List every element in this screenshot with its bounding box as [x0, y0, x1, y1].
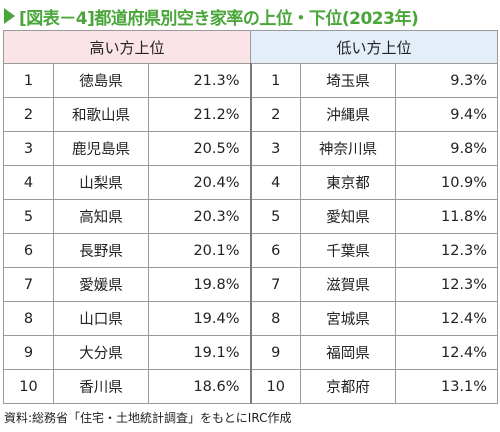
low-rate-cell: 12.3%	[395, 267, 499, 302]
high-rate-cell: 21.2%	[147, 97, 252, 132]
high-prefecture-cell: 和歌山県	[53, 97, 149, 132]
low-rank-header: 低い方上位	[250, 30, 499, 64]
low-rank-cell: 3	[249, 131, 302, 166]
low-prefecture-cell: 滋賀県	[300, 267, 397, 302]
low-prefecture-cell: 宮城県	[300, 301, 397, 336]
high-prefecture-cell: 徳島県	[53, 63, 149, 98]
low-rank-cell: 8	[249, 301, 302, 336]
table-row: 9 大分県 19.1% 9 福岡県 12.4%	[3, 335, 499, 370]
low-prefecture-cell: 福岡県	[300, 335, 397, 370]
low-prefecture-cell: 神奈川県	[300, 131, 397, 166]
high-rank-header: 高い方上位	[2, 30, 252, 64]
high-rate-cell: 18.6%	[147, 369, 252, 404]
low-rate-cell: 9.4%	[395, 97, 499, 132]
table-row: 6 長野県 20.1% 6 千葉県 12.3%	[3, 233, 499, 268]
low-prefecture-cell: 埼玉県	[300, 63, 397, 98]
low-prefecture-cell: 千葉県	[300, 233, 397, 268]
high-rate-cell: 20.5%	[147, 131, 252, 166]
high-prefecture-cell: 山口県	[53, 301, 149, 336]
high-prefecture-cell: 大分県	[53, 335, 149, 370]
high-rank-cell: 6	[3, 233, 54, 268]
low-prefecture-cell: 沖縄県	[300, 97, 397, 132]
low-rate-cell: 9.3%	[395, 63, 499, 98]
low-rate-cell: 13.1%	[395, 369, 499, 404]
low-prefecture-cell: 東京都	[300, 165, 397, 200]
low-rank-cell: 10	[249, 369, 302, 404]
high-rate-cell: 19.8%	[147, 267, 252, 302]
table-row: 1 徳島県 21.3% 1 埼玉県 9.3%	[3, 63, 499, 98]
high-prefecture-cell: 香川県	[53, 369, 149, 404]
high-rate-cell: 21.3%	[147, 63, 252, 98]
high-prefecture-cell: 山梨県	[53, 165, 149, 200]
low-prefecture-cell: 愛知県	[300, 199, 397, 234]
low-rank-cell: 6	[249, 233, 302, 268]
high-rank-cell: 10	[3, 369, 54, 404]
table-row: 5 高知県 20.3% 5 愛知県 11.8%	[3, 199, 499, 234]
low-rate-cell: 11.8%	[395, 199, 499, 234]
low-rate-cell: 12.4%	[395, 335, 499, 370]
low-prefecture-cell: 京都府	[300, 369, 397, 404]
high-rate-cell: 19.1%	[147, 335, 252, 370]
source-note: 資料:総務省「住宅・土地統計調査」をもとにIRC作成	[4, 411, 292, 425]
high-rank-cell: 3	[3, 131, 54, 166]
high-prefecture-cell: 長野県	[53, 233, 149, 268]
high-rank-cell: 2	[3, 97, 54, 132]
high-rate-cell: 20.4%	[147, 165, 252, 200]
high-rank-cell: 7	[3, 267, 54, 302]
low-rank-cell: 9	[249, 335, 302, 370]
low-rate-cell: 9.8%	[395, 131, 499, 166]
table-header-row: 高い方上位 低い方上位	[2, 30, 499, 64]
low-rank-cell: 4	[249, 165, 302, 200]
low-rank-cell: 1	[249, 63, 302, 98]
high-rate-cell: 20.1%	[147, 233, 252, 268]
high-rank-cell: 9	[3, 335, 54, 370]
low-rate-cell: 12.4%	[395, 301, 499, 336]
low-rate-cell: 10.9%	[395, 165, 499, 200]
high-rank-cell: 5	[3, 199, 54, 234]
high-prefecture-cell: 鹿児島県	[53, 131, 149, 166]
high-prefecture-cell: 愛媛県	[53, 267, 149, 302]
table-row: 10 香川県 18.6% 10 京都府 13.1%	[3, 369, 499, 404]
high-rank-cell: 1	[3, 63, 54, 98]
table-row: 7 愛媛県 19.8% 7 滋賀県 12.3%	[3, 267, 499, 302]
high-prefecture-cell: 高知県	[53, 199, 149, 234]
low-rank-cell: 2	[249, 97, 302, 132]
high-rate-cell: 19.4%	[147, 301, 252, 336]
figure-title: [図表－4]都道府県別空き家率の上位・下位(2023年)	[4, 4, 419, 29]
triangle-marker-icon	[4, 8, 15, 24]
high-rate-cell: 20.3%	[147, 199, 252, 234]
low-rank-cell: 7	[249, 267, 302, 302]
figure-title-text: [図表－4]都道府県別空き家率の上位・下位(2023年)	[19, 8, 419, 29]
table-row: 8 山口県 19.4% 8 宮城県 12.4%	[3, 301, 499, 336]
table-row: 3 鹿児島県 20.5% 3 神奈川県 9.8%	[3, 131, 499, 166]
high-rank-cell: 4	[3, 165, 54, 200]
table-row: 4 山梨県 20.4% 4 東京都 10.9%	[3, 165, 499, 200]
low-rank-cell: 5	[249, 199, 302, 234]
table-row: 2 和歌山県 21.2% 2 沖縄県 9.4%	[3, 97, 499, 132]
low-rate-cell: 12.3%	[395, 233, 499, 268]
vacancy-rate-table: 高い方上位 低い方上位 1 徳島県 21.3% 1 埼玉県 9.3% 2 和歌山県 21.2% 2…	[2, 30, 499, 404]
high-rank-cell: 8	[3, 301, 54, 336]
